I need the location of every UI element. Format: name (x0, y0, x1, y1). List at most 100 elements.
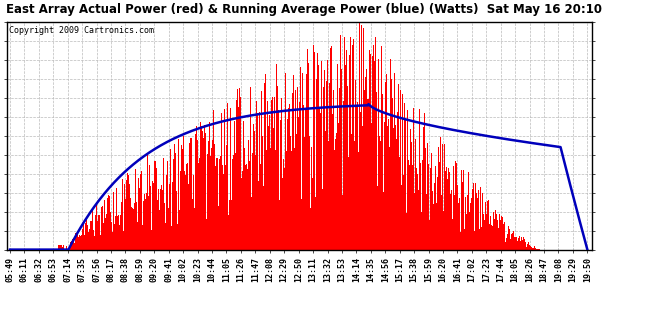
Bar (372, 56, 373, 250)
Bar (180, 171, 181, 250)
Bar (282, 178, 283, 250)
Bar (185, 174, 186, 250)
Bar (266, 150, 267, 250)
Bar (58, 245, 59, 250)
Bar (442, 156, 443, 250)
Bar (129, 184, 130, 250)
Bar (113, 192, 114, 250)
Bar (144, 194, 145, 250)
Bar (194, 208, 195, 250)
Bar (106, 214, 107, 250)
Bar (191, 138, 192, 250)
Text: East Array Actual Power (red) & Running Average Power (blue) (Watts)  Sat May 16: East Array Actual Power (red) & Running … (6, 3, 603, 16)
Bar (519, 244, 520, 250)
Bar (227, 103, 228, 250)
Bar (170, 148, 171, 250)
Bar (63, 245, 64, 250)
Bar (387, 126, 388, 250)
Bar (225, 165, 226, 250)
Bar (190, 164, 191, 250)
Bar (138, 178, 139, 250)
Bar (154, 161, 155, 250)
Bar (122, 179, 123, 250)
Bar (278, 110, 279, 250)
Bar (141, 171, 142, 250)
Bar (245, 164, 246, 250)
Bar (283, 125, 284, 250)
Bar (196, 126, 197, 250)
Bar (388, 119, 389, 250)
Bar (318, 156, 319, 250)
Bar (422, 149, 423, 250)
Bar (522, 238, 523, 250)
Bar (60, 245, 61, 250)
Bar (510, 239, 511, 250)
Bar (353, 39, 354, 250)
Bar (377, 186, 378, 250)
Bar (458, 203, 459, 250)
Bar (174, 144, 175, 250)
Bar (307, 81, 308, 250)
Bar (373, 45, 374, 250)
Bar (241, 179, 242, 250)
Bar (287, 118, 288, 250)
Bar (445, 172, 446, 250)
Bar (175, 150, 176, 250)
Bar (371, 123, 372, 250)
Bar (296, 83, 297, 250)
Bar (309, 136, 310, 250)
Bar (293, 75, 294, 250)
Bar (363, 28, 364, 250)
Bar (514, 237, 515, 250)
Bar (386, 74, 387, 250)
Bar (468, 172, 469, 250)
Bar (132, 208, 133, 250)
Bar (61, 245, 62, 250)
Bar (333, 75, 335, 250)
Bar (213, 110, 214, 250)
Bar (131, 207, 132, 250)
Bar (148, 196, 149, 250)
Bar (314, 87, 315, 250)
Bar (80, 230, 81, 250)
Bar (392, 98, 393, 250)
Bar (110, 212, 111, 250)
Bar (125, 199, 126, 250)
Bar (324, 70, 325, 250)
Bar (482, 193, 483, 250)
Bar (508, 233, 509, 250)
Bar (537, 248, 538, 250)
Bar (187, 163, 188, 250)
Bar (89, 233, 90, 250)
Bar (223, 174, 224, 250)
Bar (156, 168, 157, 250)
Bar (390, 59, 391, 250)
Bar (139, 188, 140, 250)
Bar (204, 125, 205, 250)
Bar (250, 87, 251, 250)
Bar (454, 195, 455, 250)
Bar (479, 229, 480, 250)
Bar (200, 122, 201, 250)
Bar (105, 218, 106, 250)
Bar (271, 100, 272, 250)
Bar (143, 201, 144, 250)
Bar (348, 157, 349, 250)
Bar (380, 50, 382, 250)
Bar (119, 225, 120, 250)
Bar (96, 205, 97, 250)
Bar (434, 183, 435, 250)
Bar (237, 89, 238, 250)
Bar (157, 154, 158, 250)
Bar (90, 221, 91, 250)
Bar (211, 148, 212, 250)
Bar (269, 115, 270, 250)
Bar (235, 153, 236, 250)
Bar (520, 241, 521, 250)
Bar (409, 195, 410, 250)
Bar (230, 108, 231, 250)
Bar (146, 221, 148, 250)
Bar (66, 246, 67, 250)
Bar (370, 54, 371, 250)
Bar (267, 101, 268, 250)
